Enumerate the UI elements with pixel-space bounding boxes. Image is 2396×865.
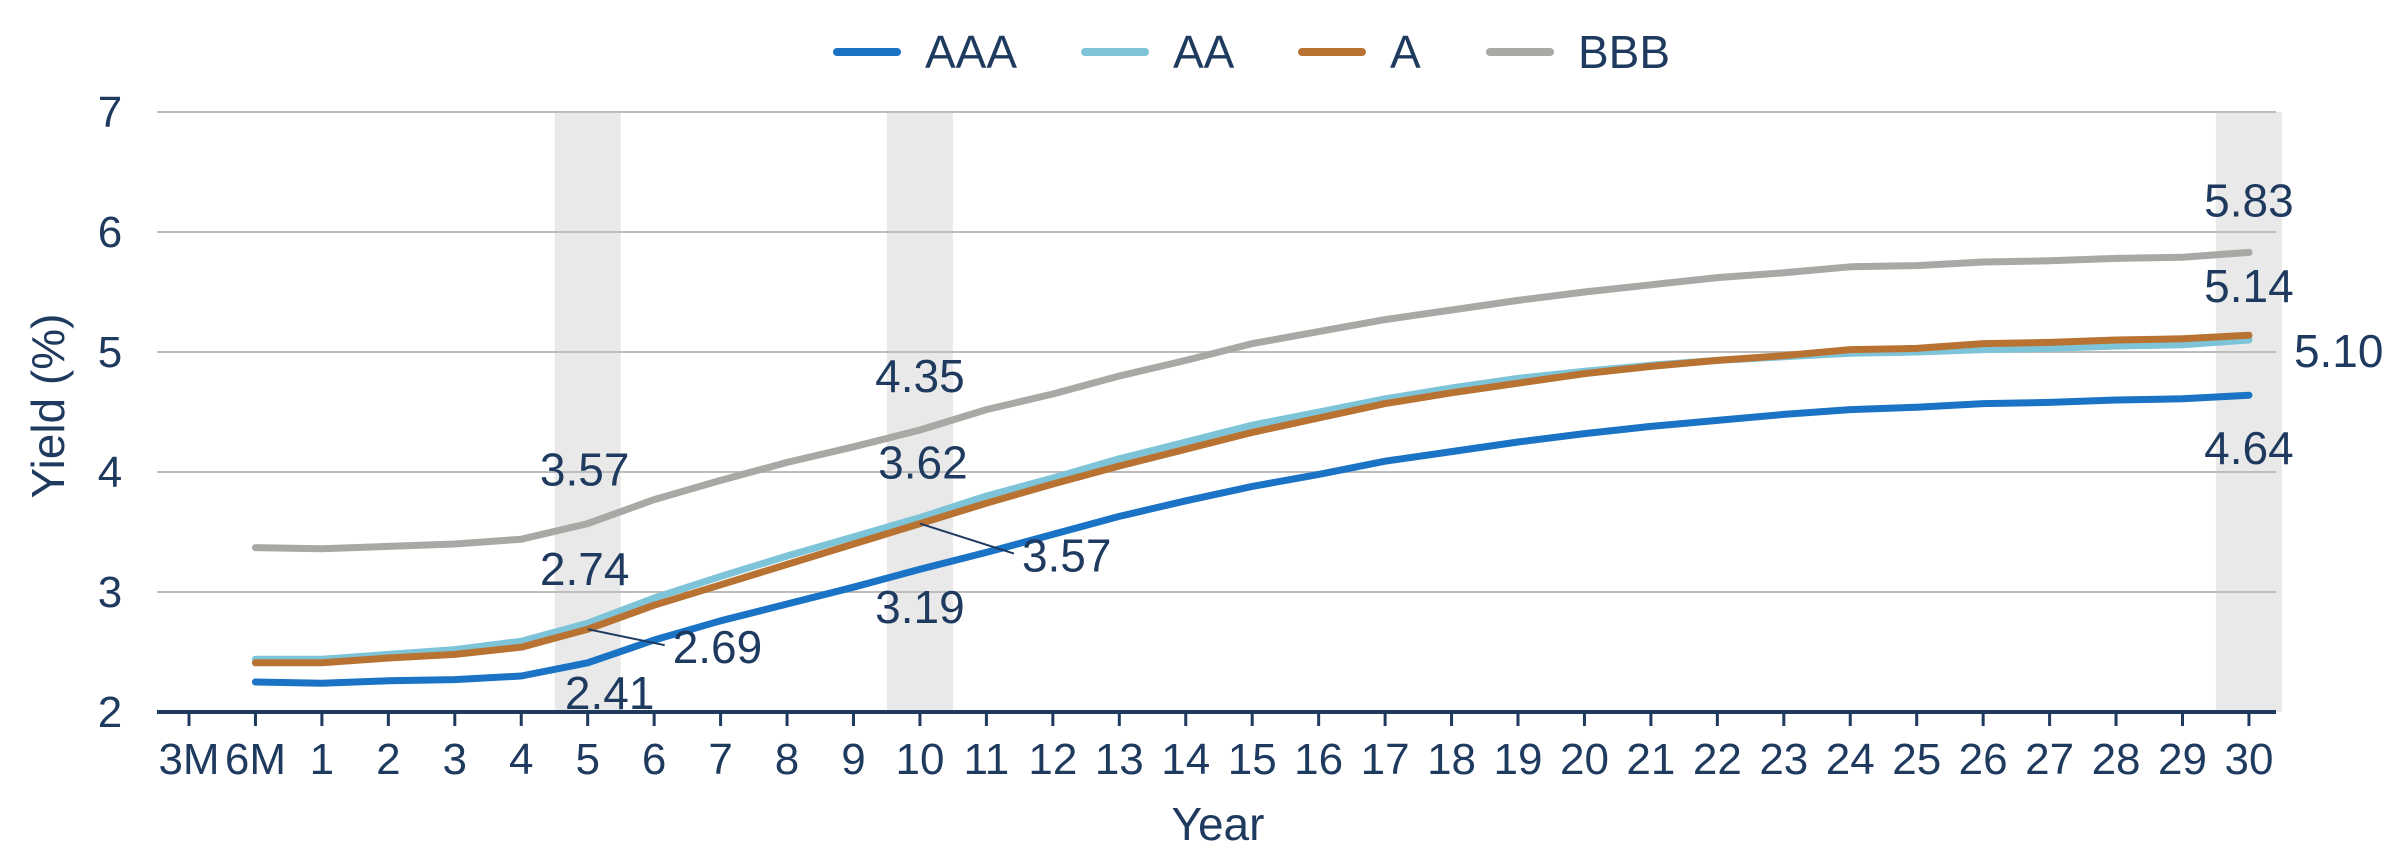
y-tick-label-4: 4: [98, 448, 122, 497]
x-tick-label-17: 17: [1361, 735, 1410, 784]
x-tick-label-24: 24: [1826, 735, 1875, 784]
x-tick-label-19: 19: [1494, 735, 1543, 784]
y-tick-label-7: 7: [98, 88, 122, 137]
x-tick-label-6: 6: [642, 735, 666, 784]
legend: AAA AA A BBB: [833, 26, 1670, 78]
x-tick-label-8: 8: [775, 735, 799, 784]
x-tick-label-4: 4: [509, 735, 533, 784]
series-line-bbb: [251, 248, 2253, 553]
x-tick-label-2: 2: [376, 735, 400, 784]
x-tick-label-28: 28: [2092, 735, 2141, 784]
x-tick-label-30: 30: [2224, 735, 2273, 784]
x-tick-label-9: 9: [841, 735, 865, 784]
leader-line-a-5: [587, 628, 665, 647]
x-tick-label-22: 22: [1693, 735, 1742, 784]
data-label-bbb-5: 3.57: [540, 444, 630, 496]
x-tick-label-26: 26: [1959, 735, 2008, 784]
x-tick-label-27: 27: [2025, 735, 2074, 784]
x-tick-label-13: 13: [1095, 735, 1144, 784]
data-labels: 3.57 2.74 2.69 2.41 4.35 3.62 3.57 3.19 5.83 5.14…: [540, 174, 2384, 718]
y-axis-tick-labels: 2 3 4 5 6 7: [98, 88, 122, 737]
leader-line-a-10: [919, 522, 1015, 555]
y-axis-title: Yield (%): [22, 314, 74, 499]
x-tick-label-6m: 6M: [225, 735, 286, 784]
data-label-aaa-30: 4.64: [2204, 422, 2294, 474]
x-tick-label-14: 14: [1161, 735, 1210, 784]
data-label-aaa-10: 3.19: [875, 581, 965, 633]
data-label-bbb-30: 5.83: [2204, 174, 2294, 226]
y-tick-label-3: 3: [98, 568, 122, 617]
x-axis-title: Year: [1172, 798, 1265, 850]
data-label-aaa-5: 2.41: [565, 667, 655, 719]
data-label-a-10: 3.57: [1022, 530, 1112, 582]
legend-label-aa: AA: [1173, 26, 1235, 78]
x-tick-label-11: 11: [964, 735, 1010, 784]
x-tick-label-20: 20: [1560, 735, 1609, 784]
x-axis: 3M 6M 1 2 3 4 5 6 7 8 9 10 11 12 13 14 15 16 17 18 19 20 21 22 2…: [157, 710, 2276, 784]
data-label-bbb-10: 4.35: [875, 350, 965, 402]
x-tick-label-25: 25: [1892, 735, 1941, 784]
x-tick-label-3m: 3M: [158, 735, 219, 784]
data-label-a-5: 2.69: [673, 621, 763, 673]
legend-label-a: A: [1390, 26, 1421, 78]
data-label-aa-10: 3.62: [878, 437, 968, 489]
highlight-band-30: [2215, 112, 2282, 712]
y-tick-label-5: 5: [98, 328, 122, 377]
x-tick-label-16: 16: [1294, 735, 1343, 784]
y-tick-label-6: 6: [98, 208, 122, 257]
x-tick-label-29: 29: [2158, 735, 2207, 784]
x-tick-label-10: 10: [895, 735, 944, 784]
data-label-a-30: 5.14: [2204, 260, 2294, 312]
legend-label-aaa: AAA: [925, 26, 1017, 78]
x-tick-label-5: 5: [575, 735, 599, 784]
x-tick-label-15: 15: [1228, 735, 1277, 784]
label-leader-lines: [587, 522, 1015, 647]
x-tick-label-23: 23: [1759, 735, 1808, 784]
x-tick-label-7: 7: [708, 735, 732, 784]
data-label-aa-5: 2.74: [540, 543, 630, 595]
x-tick-label-18: 18: [1427, 735, 1476, 784]
series-line-a: [251, 331, 2253, 667]
series-line-aa: [251, 336, 2253, 663]
x-tick-label-1: 1: [310, 735, 334, 784]
data-label-aa-30: 5.10: [2294, 325, 2384, 377]
highlight-band-10: [886, 112, 953, 712]
highlight-bands: [554, 112, 2282, 712]
x-tick-label-21: 21: [1626, 735, 1675, 784]
y-tick-label-2: 2: [98, 688, 122, 737]
legend-label-bbb: BBB: [1578, 26, 1670, 78]
x-tick-label-12: 12: [1028, 735, 1077, 784]
x-tick-label-3: 3: [443, 735, 467, 784]
series-line-aaa: [251, 391, 2253, 687]
